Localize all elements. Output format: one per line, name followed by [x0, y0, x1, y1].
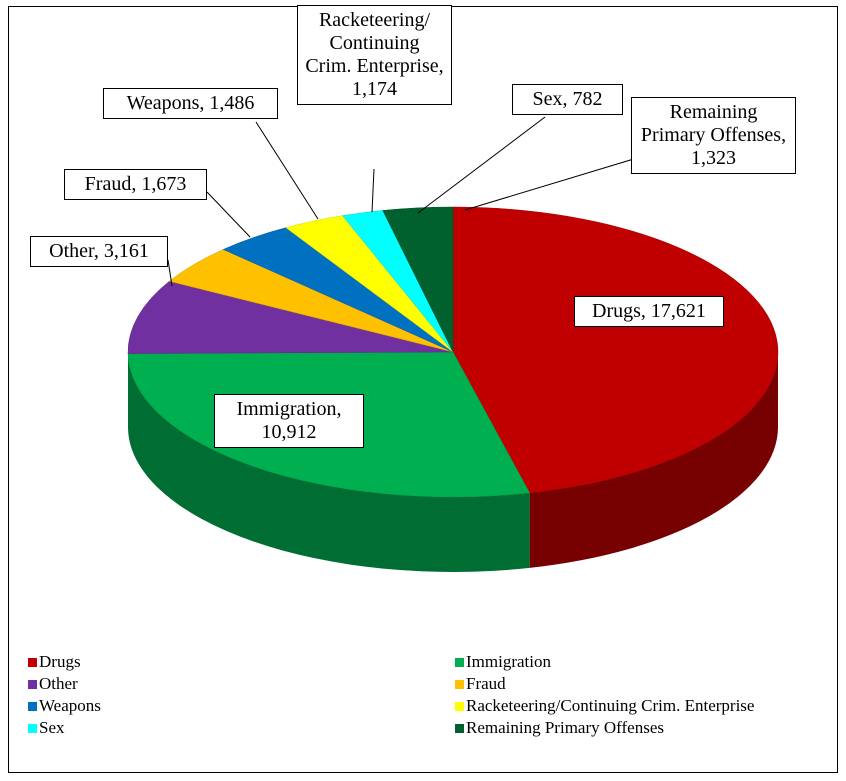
data-label: Immigration, 10,912 — [214, 394, 364, 448]
slice — [452, 206, 779, 494]
legend-label: Weapons — [39, 696, 101, 715]
leader-line — [371, 168, 375, 213]
leader-line — [417, 116, 546, 214]
legend-swatch — [455, 702, 464, 711]
slice-side — [529, 352, 778, 568]
legend-swatch — [28, 724, 37, 733]
legend-label: Drugs — [39, 652, 81, 671]
data-label: Drugs, 17,621 — [574, 296, 724, 327]
legend-label: Immigration — [466, 652, 551, 671]
slice-side — [128, 353, 530, 572]
data-label: Racketeering/ Continuing Crim. Enterpris… — [297, 5, 452, 105]
data-label: Weapons, 1,486 — [103, 88, 278, 119]
legend-label: Sex — [39, 718, 65, 737]
legend-swatch — [455, 680, 464, 689]
legend-swatch — [28, 702, 37, 711]
legend-swatch — [455, 658, 464, 667]
leader-line — [206, 191, 251, 238]
data-label: Remaining Primary Offenses, 1,323 — [631, 97, 796, 174]
data-label: Sex, 782 — [512, 84, 623, 115]
leader-line — [464, 157, 638, 211]
legend-swatch — [28, 658, 37, 667]
data-label: Other, 3,161 — [30, 236, 168, 267]
legend-label: Fraud — [466, 674, 506, 693]
data-label: Fraud, 1,673 — [64, 169, 207, 200]
slice — [382, 206, 454, 353]
legend-label: Racketeering/Continuing Crim. Enterprise — [466, 696, 755, 715]
legend-label: Remaining Primary Offenses — [466, 718, 664, 737]
leader-line — [255, 121, 319, 220]
leader-line — [167, 259, 173, 287]
legend-label: Other — [39, 674, 78, 693]
legend-swatch — [28, 680, 37, 689]
slice — [127, 280, 454, 354]
legend-swatch — [455, 724, 464, 733]
